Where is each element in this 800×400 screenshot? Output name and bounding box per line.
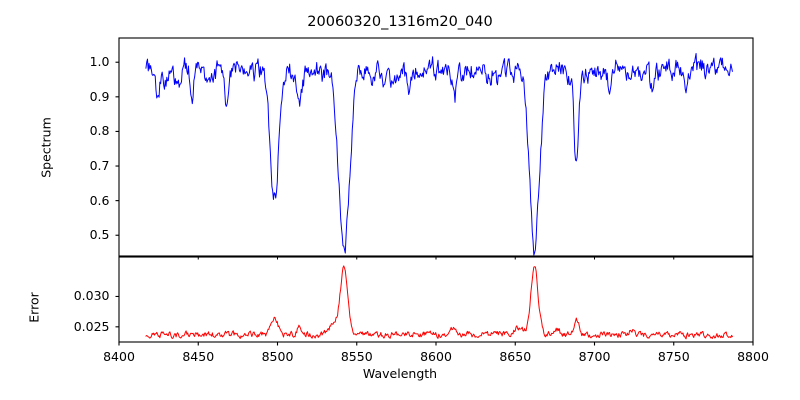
error-line [145,265,733,340]
x-tick-label: 8550 [340,348,373,364]
x-tick-label: 8650 [499,348,532,364]
x-tick-label: 8800 [737,348,769,364]
spectrum-line [145,53,733,256]
x-tick-label: 8600 [420,348,452,364]
x-tick-label: 8750 [657,348,690,364]
upper-y-tick-label: 1.0 [89,54,110,70]
x-tick-label: 8700 [578,348,611,364]
lower-panel-frame [118,256,754,343]
upper-y-tick-label: 0.5 [89,227,110,243]
lower-y-tick-label: 0.025 [73,318,110,334]
upper-y-tick-label: 0.7 [89,158,110,174]
x-tick-label: 8500 [261,348,294,364]
x-tick-label: 8400 [103,348,135,364]
x-axis-label: Wavelength [362,366,438,381]
lower-y-tick-label: 0.030 [73,288,110,304]
x-tick-label: 8450 [182,348,215,364]
page-title: 20060320_1316m20_040 [307,14,493,30]
upper-y-tick-label: 0.8 [89,123,110,139]
upper-y-tick-label: 0.9 [89,88,110,104]
upper-y-tick-label: 0.6 [89,192,110,208]
